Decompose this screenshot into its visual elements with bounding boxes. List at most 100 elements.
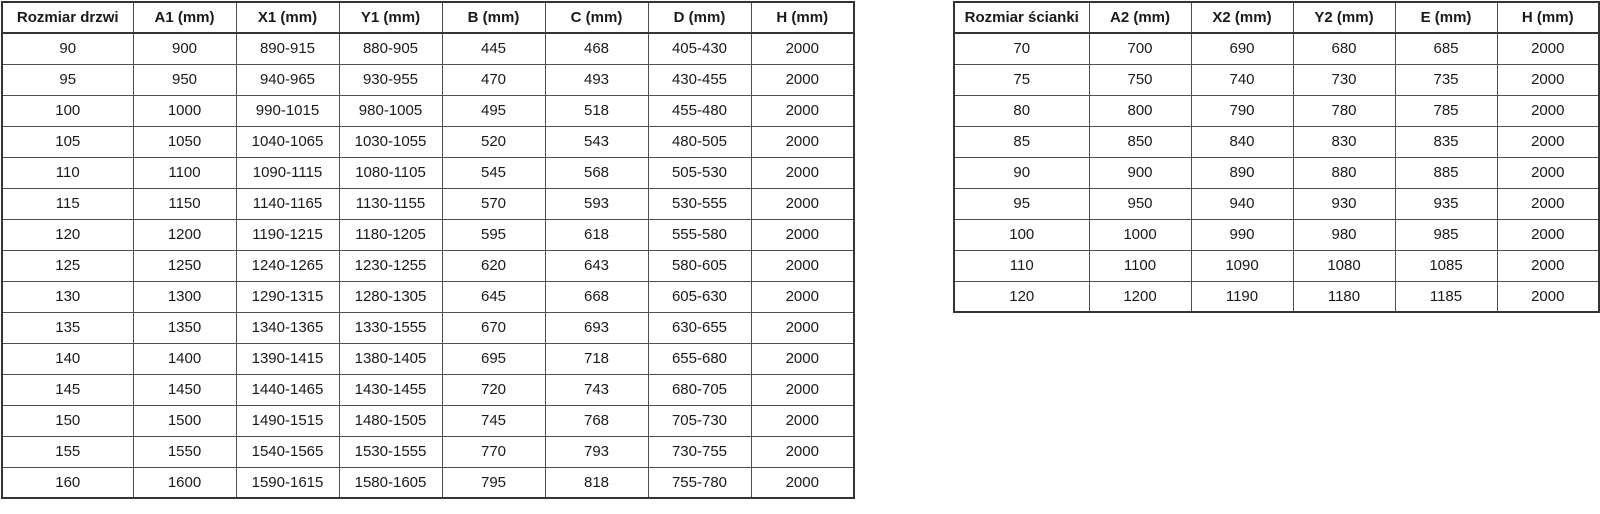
table-cell: 530-555 [647, 187, 752, 220]
column-header: C (mm) [544, 1, 649, 34]
table-cell: 680 [1292, 32, 1396, 65]
table-cell: 605-630 [647, 280, 752, 313]
table-cell: 90 [953, 156, 1090, 189]
table-cell: 545 [441, 156, 546, 189]
table-cell: 880-905 [338, 32, 443, 65]
table-cell: 120 [1, 218, 134, 251]
table-cell: 785 [1394, 94, 1498, 127]
table-cell: 1450 [132, 373, 237, 406]
header-row: Rozmiar drzwi A1 (mm) X1 (mm) Y1 (mm) B (mm)… [1, 1, 855, 34]
table-cell: 2000 [750, 466, 855, 499]
table-cell: 720 [441, 373, 546, 406]
table-cell: 1430-1455 [338, 373, 443, 406]
table-cell: 718 [544, 342, 649, 375]
table-cell: 493 [544, 63, 649, 96]
table-cell: 1250 [132, 249, 237, 282]
table-row: 75 750 740 730 735 2000 [953, 63, 1600, 96]
table-cell: 455-480 [647, 94, 752, 127]
table-cell: 950 [132, 63, 237, 96]
table-cell: 145 [1, 373, 134, 406]
table-row: 100 1000 990 980 985 2000 [953, 218, 1600, 251]
table-cell: 150 [1, 404, 134, 437]
table-cell: 125 [1, 249, 134, 282]
table-cell: 543 [544, 125, 649, 158]
table-cell: 518 [544, 94, 649, 127]
table-cell: 770 [441, 435, 546, 468]
table-cell: 950 [1088, 187, 1192, 220]
table-cell: 730 [1292, 63, 1396, 96]
table-cell: 1240-1265 [235, 249, 340, 282]
table-cell: 95 [1, 63, 134, 96]
table-cell: 930 [1292, 187, 1396, 220]
table-cell: 1185 [1394, 280, 1498, 313]
column-header: H (mm) [1496, 1, 1600, 34]
table-cell: 1085 [1394, 249, 1498, 282]
table-cell: 2000 [750, 280, 855, 313]
wall-panel-sizes-table: Rozmiar ścianki A2 (mm) X2 (mm) Y2 (mm) E (m… [953, 1, 1600, 313]
table-row: 90 900 890-915 880-905 445 468 405-430 2000 [1, 32, 855, 65]
table-cell: 1490-1515 [235, 404, 340, 437]
table-cell: 1190-1215 [235, 218, 340, 251]
table-row: 100 1000 990-1015 980-1005 495 518 455-480 2000 [1, 94, 855, 127]
table-cell: 470 [441, 63, 546, 96]
table-cell: 2000 [750, 249, 855, 282]
table-cell: 2000 [750, 435, 855, 468]
table-row: 70 700 690 680 685 2000 [953, 32, 1600, 65]
table-cell: 850 [1088, 125, 1192, 158]
table-cell: 480-505 [647, 125, 752, 158]
table-cell: 1540-1565 [235, 435, 340, 468]
table-cell: 135 [1, 311, 134, 344]
table-cell: 743 [544, 373, 649, 406]
column-header: Y1 (mm) [338, 1, 443, 34]
table-cell: 680-705 [647, 373, 752, 406]
table-cell: 2000 [750, 94, 855, 127]
table-cell: 645 [441, 280, 546, 313]
table-cell: 693 [544, 311, 649, 344]
table-cell: 595 [441, 218, 546, 251]
table-cell: 2000 [750, 187, 855, 220]
table-cell: 750 [1088, 63, 1192, 96]
table-cell: 940 [1190, 187, 1294, 220]
table-cell: 2000 [750, 156, 855, 189]
column-header: A2 (mm) [1088, 1, 1192, 34]
table-row: 160 1600 1590-1615 1580-1605 795 818 755-780 20… [1, 466, 855, 499]
table-cell: 80 [953, 94, 1090, 127]
table-cell: 1390-1415 [235, 342, 340, 375]
table-cell: 2000 [750, 404, 855, 437]
table-cell: 1090-1115 [235, 156, 340, 189]
table-cell: 90 [1, 32, 134, 65]
table-cell: 935 [1394, 187, 1498, 220]
column-header: Rozmiar drzwi [1, 1, 134, 34]
column-header: B (mm) [441, 1, 546, 34]
table-row: 80 800 790 780 785 2000 [953, 94, 1600, 127]
table-cell: 643 [544, 249, 649, 282]
table-cell: 2000 [750, 342, 855, 375]
table-cell: 2000 [1496, 125, 1600, 158]
table-row: 90 900 890 880 885 2000 [953, 156, 1600, 189]
table-row: 130 1300 1290-1315 1280-1305 645 668 605-630 20… [1, 280, 855, 313]
column-header: D (mm) [647, 1, 752, 34]
table-cell: 830 [1292, 125, 1396, 158]
table-row: 110 1100 1090-1115 1080-1105 545 568 505-530 20… [1, 156, 855, 189]
table-cell: 445 [441, 32, 546, 65]
table-cell: 985 [1394, 218, 1498, 251]
table-cell: 705-730 [647, 404, 752, 437]
table-cell: 505-530 [647, 156, 752, 189]
table-cell: 890 [1190, 156, 1294, 189]
table-cell: 2000 [750, 311, 855, 344]
table-cell: 1180-1205 [338, 218, 443, 251]
table-cell: 120 [953, 280, 1090, 313]
table-cell: 1340-1365 [235, 311, 340, 344]
table-cell: 1000 [1088, 218, 1192, 251]
table-cell: 2000 [1496, 249, 1600, 282]
table-cell: 160 [1, 466, 134, 499]
table-cell: 2000 [1496, 218, 1600, 251]
table-cell: 1130-1155 [338, 187, 443, 220]
table-cell: 1400 [132, 342, 237, 375]
column-header: Y2 (mm) [1292, 1, 1396, 34]
table-cell: 900 [132, 32, 237, 65]
table-cell: 1280-1305 [338, 280, 443, 313]
table-row: 85 850 840 830 835 2000 [953, 125, 1600, 158]
table-cell: 880 [1292, 156, 1396, 189]
table-cell: 1050 [132, 125, 237, 158]
